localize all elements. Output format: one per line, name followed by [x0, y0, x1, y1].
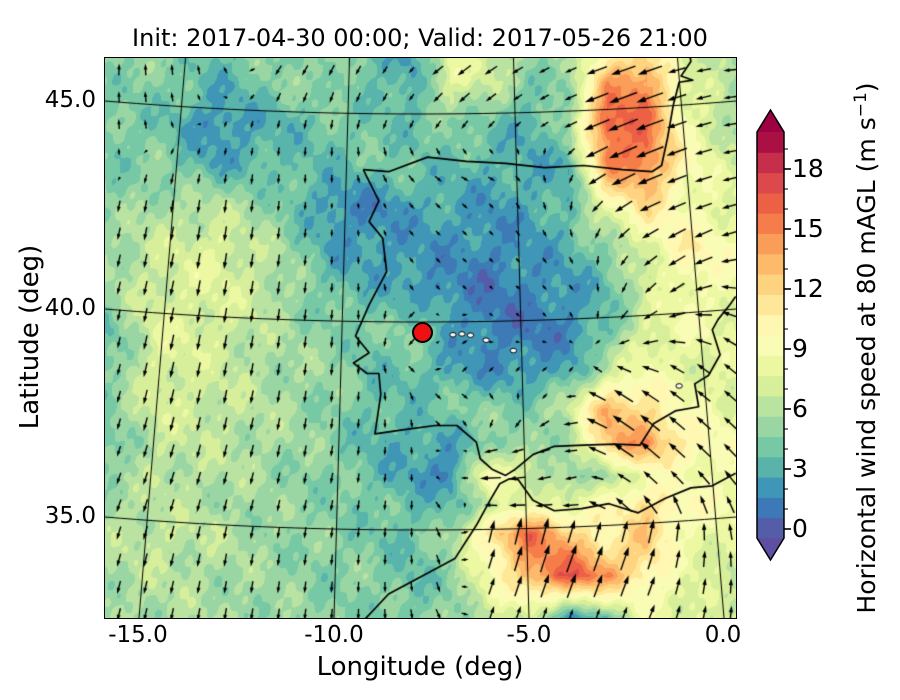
colorbar-label-superscript: −1 [850, 92, 871, 118]
x-tick-0: 0.0 [704, 622, 742, 648]
y-axis-label: Latitude (deg) [15, 244, 45, 430]
colorbar-tick-6: 6 [792, 394, 808, 423]
x-tick--15: -15.0 [108, 622, 168, 648]
y-tick-40: 40.0 [44, 295, 96, 321]
colorbar [756, 108, 791, 562]
colorbar-tick-0: 0 [792, 514, 808, 543]
x-tick--5: -5.0 [506, 622, 552, 648]
colorbar-tick-3: 3 [792, 454, 808, 483]
colorbar-label: Horizontal wind speed at 80 mAGL (m s−1) [851, 82, 881, 613]
colorbar-tick-9: 9 [792, 334, 808, 363]
y-tick-35: 35.0 [44, 503, 96, 529]
colorbar-label-text: Horizontal wind speed at 80 mAGL (m s [852, 117, 882, 614]
colorbar-tick-18: 18 [792, 154, 824, 183]
plot-title: Init: 2017-04-30 00:00; Valid: 2017-05-2… [132, 24, 708, 52]
x-axis-label: Longitude (deg) [316, 652, 524, 682]
site-location-marker [412, 322, 433, 343]
colorbar-tick-12: 12 [792, 274, 824, 303]
y-tick-45: 45.0 [44, 87, 96, 113]
x-tick--10: -10.0 [304, 622, 364, 648]
colorbar-label-close: ) [852, 82, 882, 93]
colorbar-tick-15: 15 [792, 214, 824, 243]
